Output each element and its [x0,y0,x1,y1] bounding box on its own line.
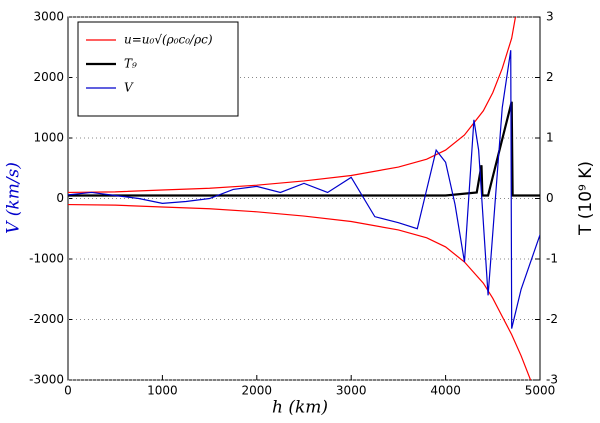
y-tick-label: 2000 [33,70,64,84]
y2-tick-label: 2 [546,70,554,84]
legend-label: V [124,81,134,95]
y-tick-label: -1000 [29,252,64,266]
x-tick-label: 4000 [430,384,461,398]
legend-box [77,21,239,117]
y-tick-label: -2000 [29,312,64,326]
series-line [68,17,517,194]
legend-label: u=u₀√(ρ₀c₀/ρc) [124,33,213,47]
y2-tick-label: -2 [546,312,558,326]
y2-axis-label: T (10⁹ K) [576,161,596,236]
y-axis-label: V (km/s) [4,162,24,234]
y2-tick-label: -1 [546,252,558,266]
y2-tick-label: 0 [546,191,554,205]
y-tick-label: 3000 [33,10,64,24]
x-tick-label: 2000 [242,384,273,398]
y-tick-label: -3000 [29,373,64,387]
y-tick-label: 0 [56,191,64,205]
y2-tick-label: 1 [546,131,554,145]
x-axis-label: h (km) [272,398,328,418]
legend-label: T₉ [124,57,137,71]
y2-tick-label: -3 [546,373,558,387]
y-tick-label: 1000 [33,131,64,145]
y2-tick-label: 3 [546,10,554,24]
x-tick-label: 1000 [147,384,178,398]
series-line [68,50,540,329]
x-tick-label: 3000 [336,384,367,398]
x-tick-label: 0 [64,384,72,398]
x-tick-label: 5000 [525,384,556,398]
series-line [68,203,532,380]
series-line [68,101,540,197]
